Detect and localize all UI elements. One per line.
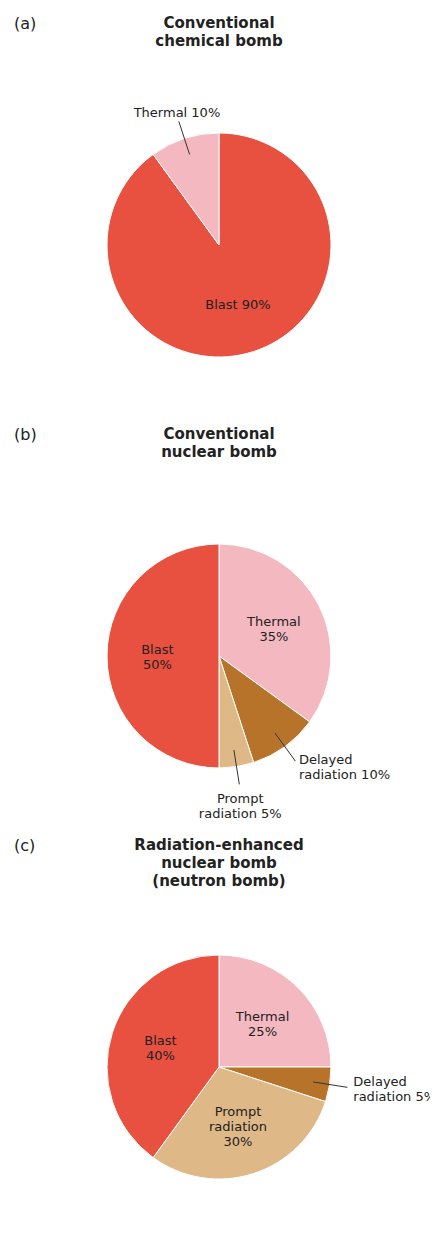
html-text:(b): (b) (14, 425, 37, 444)
svg-text:Blast 90%: Blast 90% (205, 296, 270, 311)
svg-text:Thermal35%: Thermal35% (246, 613, 301, 643)
html-text:Conventional chemical bomb: Conventional chemical bomb (155, 14, 283, 50)
svg-text:Promptradiation30%: Promptradiation30% (209, 1103, 267, 1148)
html-text:(a): (a) (14, 14, 37, 33)
svg-text:Thermal 10%: Thermal 10% (133, 104, 221, 119)
svg-text:Blast50%: Blast50% (141, 641, 173, 671)
html-text:(c): (c) (14, 836, 36, 855)
svg-text:Thermal25%: Thermal25% (235, 1008, 290, 1038)
svg-text:Promptradiation 5%: Promptradiation 5% (199, 791, 282, 821)
svg-text:Blast40%: Blast40% (144, 1033, 176, 1063)
html-text:Conventional nuclear bomb: Conventional nuclear bomb (161, 425, 277, 461)
html-text:Radiation-enhanced nuclear bom: Radiation-enhanced nuclear bomb (neutron… (134, 836, 304, 890)
svg-text:Delayedradiation 10%: Delayedradiation 10% (299, 751, 390, 781)
svg-text:Delayedradiation 5%: Delayedradiation 5% (353, 1073, 430, 1103)
